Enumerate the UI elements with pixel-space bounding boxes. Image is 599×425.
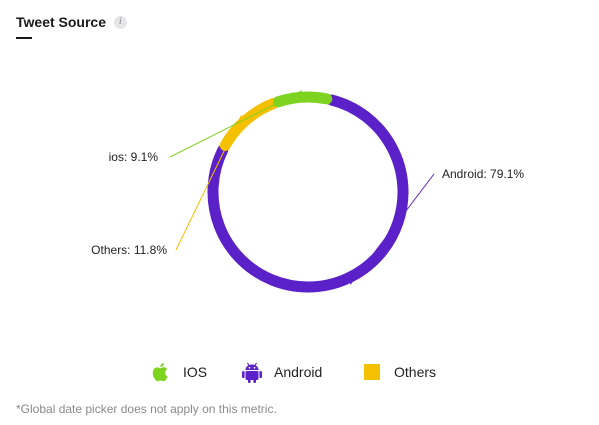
chart-title: Tweet Source [16, 14, 106, 30]
title-underline [16, 37, 32, 39]
leader-line-ios [169, 90, 303, 158]
android-icon [241, 360, 263, 384]
slice-android[interactable] [207, 94, 409, 293]
legend-label-android: Android [274, 364, 323, 380]
info-icon[interactable]: i [114, 16, 127, 29]
slice-others[interactable] [219, 98, 279, 151]
slice-label-others: Others: 11.8% [91, 243, 167, 257]
slice-label-ios: ios: 9.1% [109, 150, 159, 164]
legend-item-others[interactable]: Others [361, 358, 436, 386]
leader-line-others [175, 115, 242, 251]
slice-label-android: Android: 79.1% [442, 167, 524, 181]
footnote: *Global date picker does not apply on th… [16, 402, 277, 416]
chart-legend: IOS Android [0, 358, 599, 388]
legend-item-ios[interactable]: IOS [150, 358, 207, 386]
legend-label-ios: IOS [183, 364, 208, 380]
apple-icon [150, 360, 172, 384]
legend-label-others: Others [394, 364, 437, 380]
square-icon [361, 360, 383, 384]
leader-line-android [349, 173, 435, 285]
legend-item-android[interactable]: Android [241, 358, 322, 386]
